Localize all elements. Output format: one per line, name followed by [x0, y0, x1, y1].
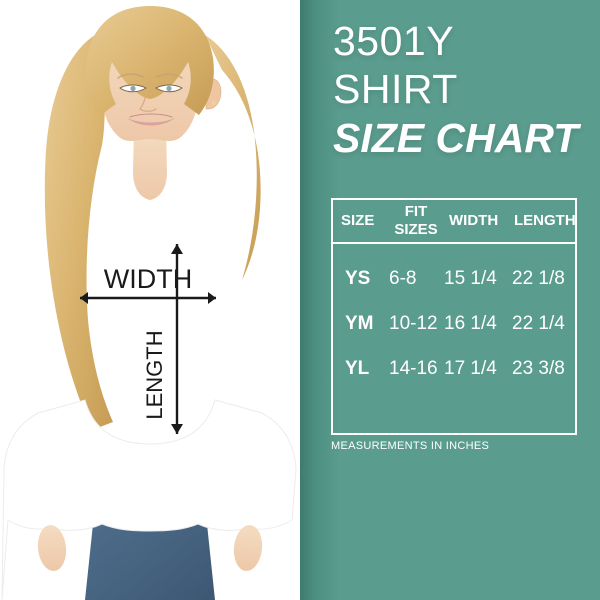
svg-text:LENGTH: LENGTH — [142, 330, 167, 419]
svg-text:WIDTH: WIDTH — [104, 264, 192, 294]
